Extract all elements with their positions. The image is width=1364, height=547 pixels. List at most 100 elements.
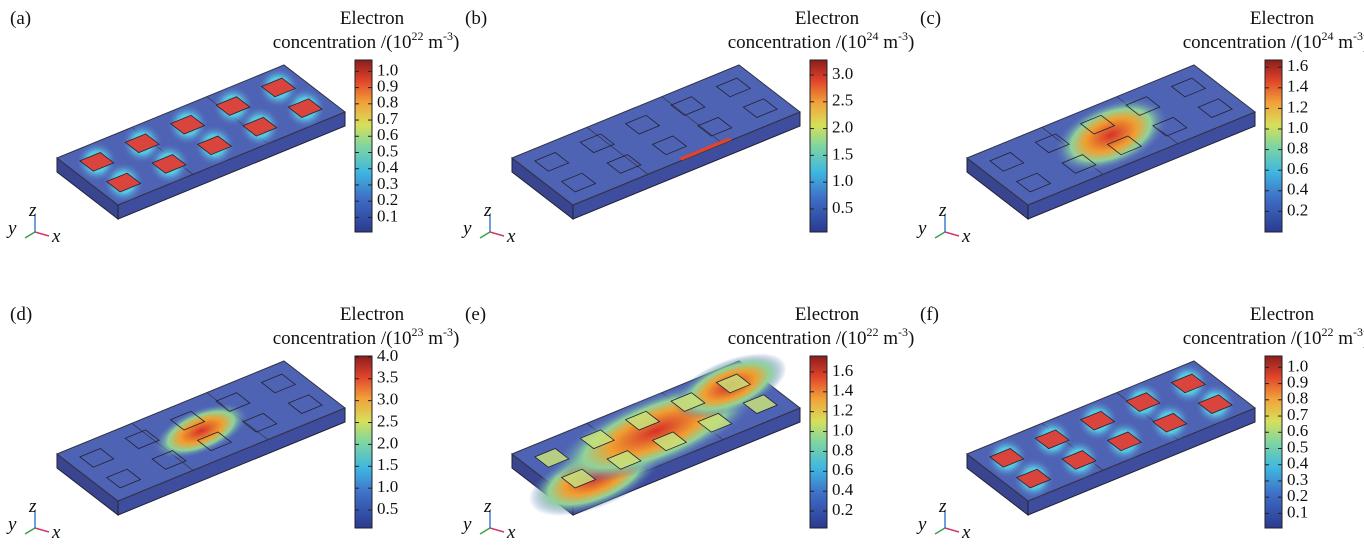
unit-exponent: -3 <box>1353 29 1363 43</box>
colorbar-title: Electron <box>340 304 405 325</box>
colorbar-tick-label: 0.3 <box>1287 470 1308 489</box>
axis-label: z <box>28 200 37 221</box>
panel-label: (b) <box>465 8 487 29</box>
colorbar-unit: concentration /(1024 m-3) <box>1183 29 1364 53</box>
axis-arrow <box>480 232 490 238</box>
colorbar-tick-label: 0.6 <box>832 460 853 479</box>
colorbar-tick-label: 0.8 <box>1287 389 1308 408</box>
colorbar-title: Electron <box>1250 304 1315 325</box>
colorbar-tick-label: 0.7 <box>377 109 399 128</box>
axis-label: y <box>461 218 472 239</box>
unit: m <box>1333 328 1353 349</box>
colorbar-tick-label: 1.5 <box>377 455 398 474</box>
unit-exponent: -3 <box>898 29 908 43</box>
colorbar-title: Electron <box>1250 8 1315 29</box>
colorbar-tick-label: 0.2 <box>832 500 853 519</box>
colorbar-tick-label: 0.5 <box>1287 437 1308 456</box>
colorbar-tick-label: 1.6 <box>1287 56 1308 75</box>
axis-label: x <box>506 226 516 247</box>
panel-label: (c) <box>920 8 941 29</box>
axis-label: z <box>483 496 492 517</box>
colorbar-tick-label: 0.5 <box>377 499 398 518</box>
unit-exponent: 23 <box>411 325 423 339</box>
colorbar <box>355 60 372 232</box>
axis-arrow <box>490 232 504 236</box>
colorbar-tick-label: 0.4 <box>832 480 854 499</box>
colorbar-tick-label: 0.5 <box>377 141 398 160</box>
unit-text: concentration /(10 <box>273 32 412 53</box>
unit-exponent: -3 <box>898 325 908 339</box>
colorbar-tick-label: 3.0 <box>377 390 398 409</box>
unit-exponent: 22 <box>411 29 423 43</box>
colorbar-tick-label: 2.5 <box>832 91 853 110</box>
colorbar <box>1265 60 1282 232</box>
axis-label: y <box>6 218 17 239</box>
axis-label: z <box>483 200 492 221</box>
axis-label: y <box>916 514 927 535</box>
colorbar-tick-label: 0.4 <box>377 158 399 177</box>
colorbar-tick-label: 0.4 <box>1287 180 1309 199</box>
axis-label: x <box>506 522 516 543</box>
colorbar-tick-label: 1.0 <box>377 60 398 79</box>
axis-label: x <box>961 522 971 543</box>
colorbar-tick-label: 1.2 <box>832 401 853 420</box>
colorbar-tick-label: 1.0 <box>832 420 853 439</box>
colorbar-title: Electron <box>340 8 405 29</box>
colorbar-tick-label: 0.1 <box>377 206 398 225</box>
unit: m <box>423 32 443 53</box>
axis-label: x <box>51 226 61 247</box>
colorbar-tick-label: 0.8 <box>377 93 398 112</box>
colorbar-tick-label: 2.0 <box>377 433 398 452</box>
colorbar <box>810 356 827 528</box>
unit-exponent: -3 <box>1353 325 1363 339</box>
colorbar-tick-label: 1.4 <box>832 381 854 400</box>
colorbar-tick-label: 0.6 <box>377 125 398 144</box>
colorbar-tick-label: 3.0 <box>832 64 853 83</box>
axis-label: z <box>938 200 947 221</box>
colorbar-tick-label: 1.6 <box>832 361 853 380</box>
unit-exponent: 22 <box>1321 325 1333 339</box>
colorbar-tick-label: 1.2 <box>1287 97 1308 116</box>
unit-exponent: -3 <box>443 29 453 43</box>
unit-close: ) <box>453 32 459 53</box>
unit-exponent: 24 <box>1321 29 1333 43</box>
panel: (e)Electronconcentration /(1022 m-3)0.20… <box>461 304 914 543</box>
colorbar-tick-label: 0.7 <box>1287 405 1309 424</box>
colorbar-tick-label: 1.4 <box>1287 77 1309 96</box>
colorbar-tick-label: 0.8 <box>832 440 853 459</box>
colorbar-title: Electron <box>795 8 860 29</box>
unit-exponent: 24 <box>866 29 878 43</box>
unit: m <box>878 328 898 349</box>
colorbar <box>1265 356 1282 528</box>
colorbar-tick-label: 2.0 <box>832 117 853 136</box>
unit: m <box>878 32 898 53</box>
colorbar-tick-label: 0.9 <box>377 76 398 95</box>
colorbar-tick-label: 0.9 <box>1287 372 1308 391</box>
axis-arrow <box>945 232 959 236</box>
panel: (f)Electronconcentration /(1022 m-3)0.10… <box>916 304 1364 543</box>
unit: m <box>1333 32 1353 53</box>
panel-label: (d) <box>10 304 32 325</box>
panel: (c)Electronconcentration /(1024 m-3)0.20… <box>916 8 1364 247</box>
unit: m <box>423 328 443 349</box>
axis-label: y <box>916 218 927 239</box>
colorbar-tick-label: 0.2 <box>1287 200 1308 219</box>
axis-arrow <box>25 232 35 238</box>
colorbar-tick-label: 0.8 <box>1287 139 1308 158</box>
colorbar-tick-label: 0.1 <box>1287 502 1308 521</box>
colorbar-tick-label: 0.3 <box>377 174 398 193</box>
colorbar-tick-label: 1.0 <box>377 477 398 496</box>
axis-arrow <box>490 528 504 532</box>
unit-close: ) <box>908 328 914 349</box>
colorbar-tick-label: 1.0 <box>1287 118 1308 137</box>
axis-label: x <box>961 226 971 247</box>
colorbar-unit: concentration /(1023 m-3) <box>273 325 460 349</box>
axis-label: x <box>51 522 61 543</box>
colorbar-tick-label: 0.2 <box>1287 486 1308 505</box>
axis-label: z <box>28 496 37 517</box>
colorbar-unit: concentration /(1024 m-3) <box>728 29 915 53</box>
panel: (b)Electronconcentration /(1024 m-3)0.51… <box>461 8 914 247</box>
page: (a)Electronconcentration /(1022 m-3)0.10… <box>0 0 1364 547</box>
colorbar-tick-label: 0.4 <box>1287 454 1309 473</box>
colorbar-tick-label: 1.5 <box>832 144 853 163</box>
